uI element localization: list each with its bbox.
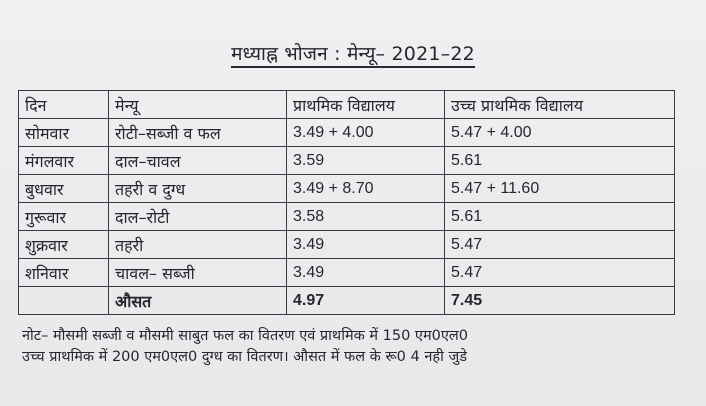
document-title: मध्याह्न भोजन : मेन्यू– 2021–22 [0,40,706,68]
cell-menu: तहरी व दुग्ध [108,174,287,203]
header-upper-primary-school: उच्च प्राथमिक विद्यालय [444,90,675,119]
table-row: शुक्रवार तहरी 3.49 5.47 [18,230,675,259]
cell-primary: 3.49 [286,258,445,287]
cell-day: सोमवार [18,118,109,147]
cell-primary: 3.58 [286,202,445,231]
cell-day: गुरूवार [18,202,109,231]
header-primary-school: प्राथमिक विद्यालय [286,90,445,119]
cell-menu: रोटी–सब्जी व फल [108,118,287,147]
header-menu: मेन्यू [108,90,287,119]
footnote-line-2: उच्च प्राथमिक में 200 एम0एल0 दुग्ध का वि… [22,349,467,365]
average-upper-primary: 7.45 [444,286,675,315]
cell-upper-primary: 5.47 [444,230,675,259]
footnote: नोट– मौसमी सब्जी व मौसमी साबुत फल का वित… [22,326,702,368]
cell-menu: चावल– सब्जी [108,258,287,287]
cell-upper-primary: 5.47 + 11.60 [444,174,675,203]
cell-upper-primary: 5.61 [444,146,675,175]
cell-menu: तहरी [108,230,287,259]
menu-table: दिन मेन्यू प्राथमिक विद्यालय उच्च प्राथम… [18,90,675,315]
cell-primary: 3.49 + 8.70 [286,174,445,203]
table-row: गुरूवार दाल–रोटी 3.58 5.61 [18,202,675,231]
footnote-line-1: नोट– मौसमी सब्जी व मौसमी साबुत फल का वित… [22,328,468,344]
header-day: दिन [18,90,109,119]
average-primary: 4.97 [286,286,445,315]
cell-menu: दाल–रोटी [108,202,287,231]
table-header-row: दिन मेन्यू प्राथमिक विद्यालय उच्च प्राथम… [18,90,675,119]
table-row: बुधवार तहरी व दुग्ध 3.49 + 8.70 5.47 + 1… [18,174,675,203]
cell-day: शनिवार [18,258,109,287]
cell-day: बुधवार [18,174,109,203]
average-day-cell [18,286,109,315]
average-label: औसत [108,286,287,315]
document-title-text: मध्याह्न भोजन : मेन्यू– 2021–22 [231,43,475,68]
cell-upper-primary: 5.47 + 4.00 [444,118,675,147]
table-row: सोमवार रोटी–सब्जी व फल 3.49 + 4.00 5.47 … [18,118,675,147]
cell-menu: दाल–चावल [108,146,287,175]
table-row: शनिवार चावल– सब्जी 3.49 5.47 [18,258,675,287]
cell-primary: 3.49 + 4.00 [286,118,445,147]
cell-upper-primary: 5.61 [444,202,675,231]
cell-day: शुक्रवार [18,230,109,259]
cell-primary: 3.59 [286,146,445,175]
cell-day: मंगलवार [18,146,109,175]
table-row: मंगलवार दाल–चावल 3.59 5.61 [18,146,675,175]
cell-upper-primary: 5.47 [444,258,675,287]
average-row: औसत 4.97 7.45 [18,286,675,315]
cell-primary: 3.49 [286,230,445,259]
